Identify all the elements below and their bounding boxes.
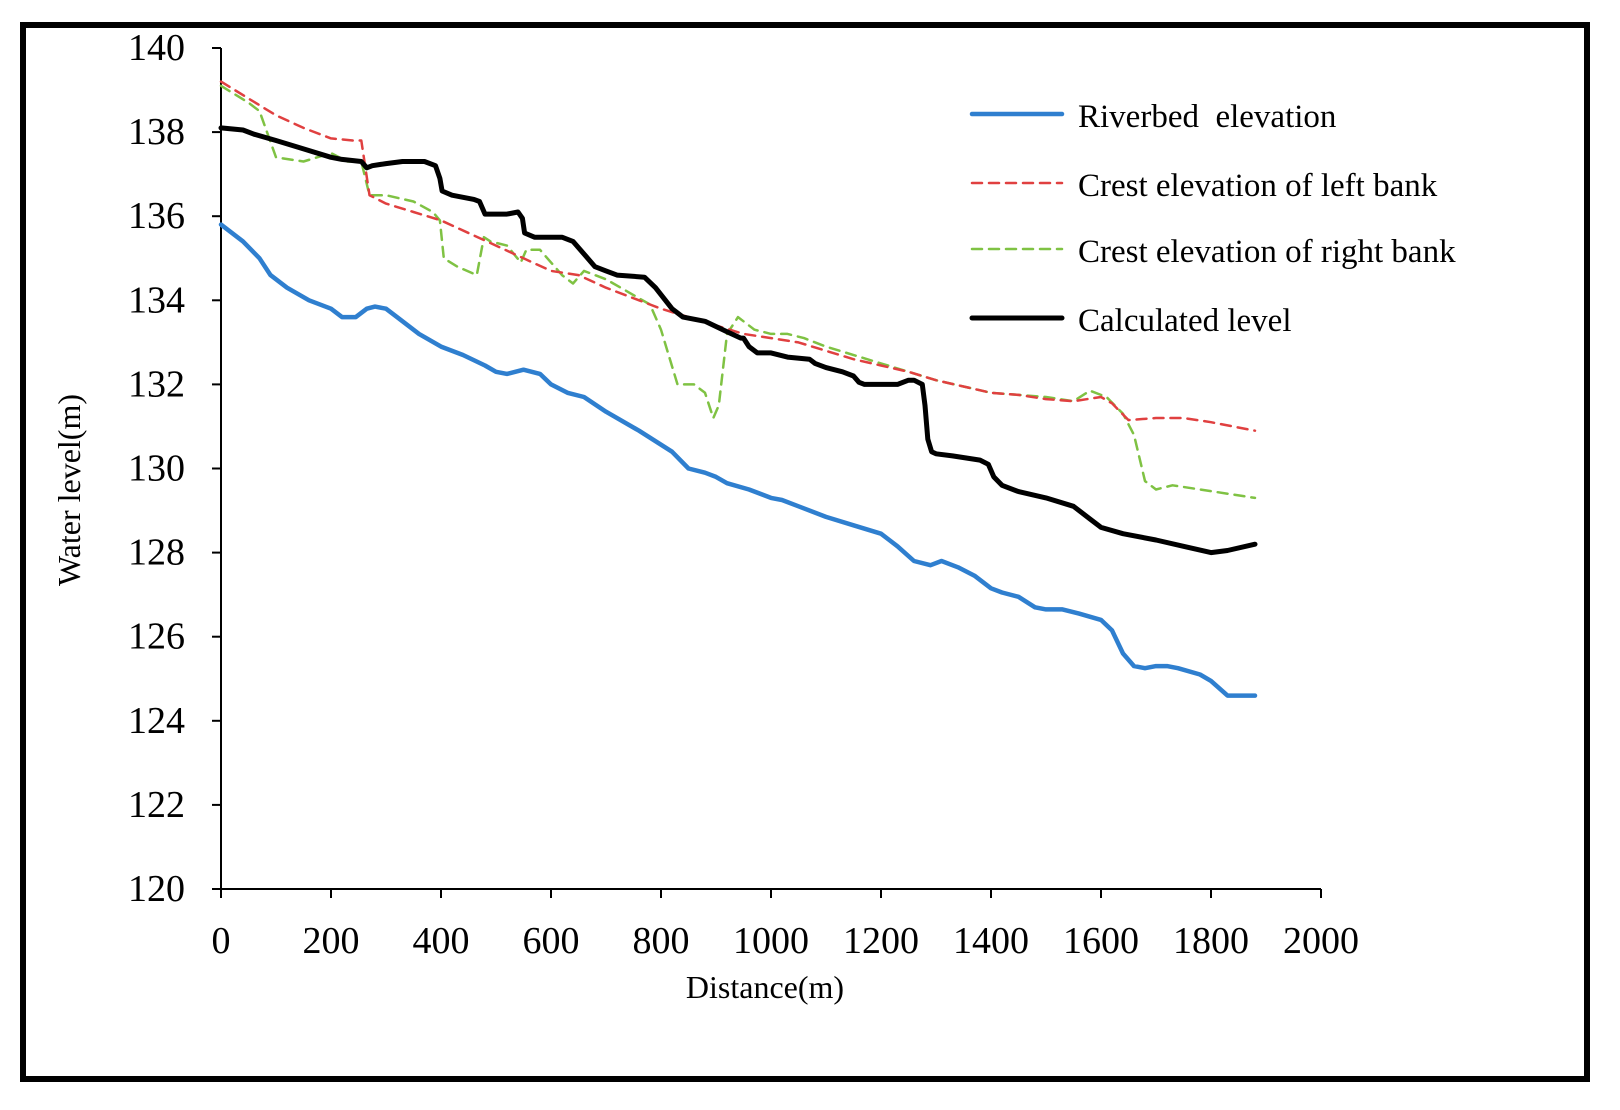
- y-tick-label: 126: [128, 616, 185, 658]
- x-tick-label: 1400: [953, 920, 1029, 962]
- series-line-crest-elevation-of-right-bank: [219, 84, 1257, 500]
- x-tick-label: 1000: [733, 920, 809, 962]
- legend-label-riverbed: Riverbed elevation: [1078, 99, 1336, 135]
- y-tick-label: 122: [128, 784, 185, 826]
- x-tick-label: 800: [633, 920, 690, 962]
- x-axis-title: Distance(m): [686, 969, 844, 1005]
- series-layer: [218, 80, 1258, 698]
- legend: Riverbed elevation Crest elevation of le…: [969, 99, 1456, 339]
- x-tick-label: 400: [413, 920, 470, 962]
- x-tick-label: 1200: [843, 920, 919, 962]
- x-tick-label: 1600: [1063, 920, 1139, 962]
- legend-label-calculated: Calculated level: [1078, 303, 1292, 339]
- chart-frame: [20, 22, 1590, 1082]
- y-tick-label: 120: [128, 868, 185, 910]
- y-tick-label: 138: [128, 111, 185, 153]
- series-line-calculated-level: [218, 125, 1258, 556]
- legend-label-left-bank: Crest elevation of left bank: [1078, 168, 1438, 204]
- x-tick-label: 600: [523, 920, 580, 962]
- y-tick-label: 130: [128, 448, 185, 490]
- legend-label-right-bank: Crest elevation of right bank: [1078, 234, 1456, 270]
- y-tick-label: 134: [128, 279, 185, 321]
- y-tick-label: 132: [128, 363, 185, 405]
- y-axis-title: Water level(m): [51, 394, 87, 586]
- y-tick-label: 140: [128, 27, 185, 69]
- x-tick-label: 1800: [1173, 920, 1249, 962]
- x-tick-label: 0: [212, 920, 231, 962]
- y-tick-label: 128: [128, 532, 185, 574]
- y-tick-label: 124: [128, 700, 185, 742]
- y-tick-label: 136: [128, 195, 185, 237]
- x-tick-label: 200: [303, 920, 360, 962]
- x-tick-label: 2000: [1283, 920, 1359, 962]
- series-line-riverbed-elevation: [218, 222, 1258, 698]
